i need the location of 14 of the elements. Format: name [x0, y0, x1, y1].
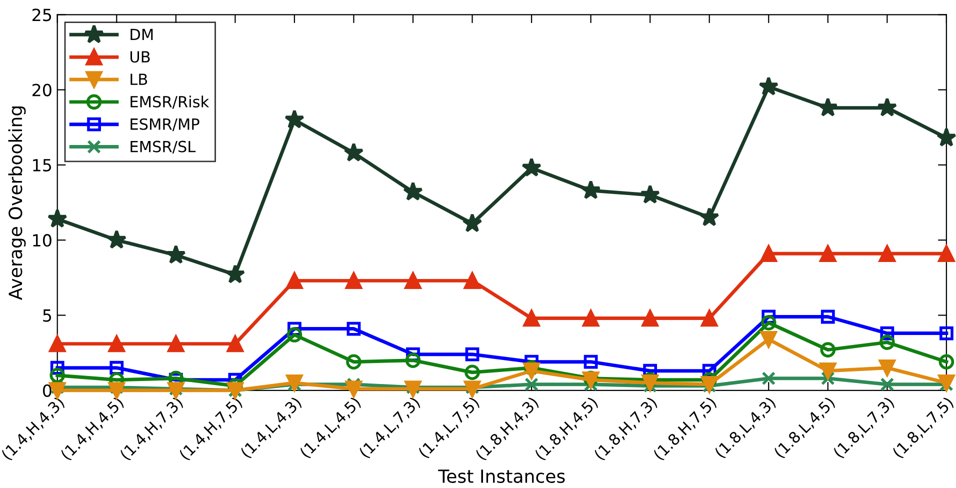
y-tick-label: 0	[42, 384, 52, 397]
legend-label: EMSR/SL	[130, 140, 196, 154]
y-tick-label: 25	[32, 8, 52, 22]
y-tick-label: 5	[43, 309, 52, 322]
legend-label: UB	[130, 51, 150, 63]
legend-label: EMSR/Risk	[130, 96, 210, 109]
legend-label: LB	[130, 74, 148, 85]
legend-label: DM	[130, 28, 153, 40]
y-axis-title: Average Overbooking	[8, 106, 26, 300]
x-axis-title: Test Instances	[438, 470, 565, 484]
y-tick-label: 20	[32, 84, 52, 96]
legend-label: ESMR/MP	[130, 118, 200, 132]
y-tick-label: 10	[33, 234, 52, 247]
y-tick-label: 15	[33, 159, 52, 172]
